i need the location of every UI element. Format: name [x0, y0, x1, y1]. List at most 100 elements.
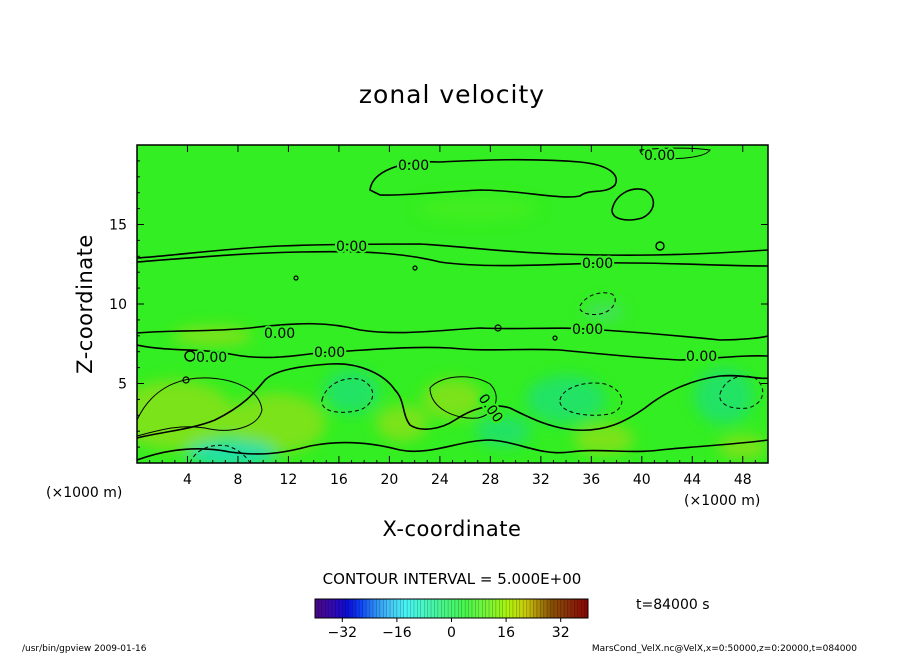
- contour-line: [182, 376, 190, 384]
- colorbar-cell: [475, 599, 480, 618]
- x-axis-label: X-coordinate: [383, 517, 522, 541]
- contour-label: 0.00: [686, 349, 717, 365]
- contour-label: 0.00: [644, 148, 675, 164]
- colorbar-cell: [451, 599, 456, 618]
- colorbar-cell: [359, 599, 364, 618]
- colorbar-cell: [386, 599, 391, 618]
- field-shade: [417, 196, 538, 221]
- colorbar-cell: [454, 599, 459, 618]
- colorbar-cell: [444, 599, 449, 618]
- contour-line: [552, 335, 558, 341]
- colorbar-cell: [482, 599, 486, 618]
- colorbar-cell: [547, 599, 551, 618]
- colorbar-cell: [342, 599, 347, 618]
- contour-line: [189, 444, 251, 463]
- contour-line: [137, 322, 768, 341]
- colorbar-cell: [458, 599, 463, 618]
- field-shade: [225, 393, 326, 454]
- contour-line: [429, 376, 497, 419]
- colorbar-cell: [529, 599, 534, 618]
- contour-line: [184, 350, 196, 362]
- colorbar-cell: [352, 599, 357, 618]
- colorbar-cell: [536, 599, 541, 618]
- colorbar-cell: [533, 599, 538, 618]
- colorbar-cell: [468, 599, 473, 618]
- y-tick-label: 10: [109, 297, 127, 313]
- field-shade: [137, 380, 235, 451]
- colorbar-cell: [315, 599, 319, 618]
- x-tick-label: 28: [481, 472, 499, 488]
- y-tick-label: 15: [109, 218, 127, 234]
- colorbar-cell: [332, 599, 336, 618]
- contour-line: [412, 265, 418, 271]
- contour-label: 0.00: [572, 322, 603, 338]
- contour-line: [137, 243, 768, 259]
- field-shade: [693, 368, 754, 425]
- contour-label: 0.00: [398, 158, 429, 174]
- x-tick-label: 24: [431, 472, 449, 488]
- colorbar-cell: [567, 599, 572, 618]
- contour-line: [321, 378, 374, 413]
- field-shade: [583, 301, 624, 322]
- contour-line: [719, 375, 764, 409]
- contour-lines: [137, 147, 768, 463]
- colorbar-cell: [526, 599, 531, 618]
- colorbar-cell: [560, 599, 565, 618]
- field-shade: [376, 405, 429, 442]
- contour-label: 0.00: [314, 345, 345, 361]
- colorbar-cell: [557, 599, 561, 618]
- colorbar-cell: [553, 599, 558, 618]
- contour-line: [293, 275, 299, 281]
- colorbar-cell: [366, 599, 370, 618]
- colorbar-cell: [407, 599, 411, 618]
- colorbar-cell: [362, 599, 367, 618]
- colorbar-tick-label: −32: [328, 625, 358, 641]
- colorbar-cell: [465, 599, 469, 618]
- colorbar-tick-label: −16: [382, 625, 412, 641]
- colorbar-cell: [318, 599, 323, 618]
- colorbar-cell: [403, 599, 408, 618]
- colorbar-cell: [379, 599, 384, 618]
- colorbar-cells: [314, 599, 589, 618]
- field-shade: [323, 369, 380, 414]
- field-shade: [526, 375, 607, 424]
- contour-line: [655, 241, 665, 251]
- colorbar-cell: [540, 599, 544, 618]
- colorbar-cell: [441, 599, 445, 618]
- colorbar-cell: [325, 599, 329, 618]
- y-axis-label: Z-coordinate: [73, 234, 97, 374]
- colorbar-cell: [577, 599, 582, 618]
- colorbar-cell: [584, 599, 589, 618]
- y-axis-unit: (×1000 m): [684, 493, 760, 509]
- colorbar-cell: [448, 599, 452, 618]
- time-text: t=84000 s: [636, 597, 710, 613]
- contour-interval-text: CONTOUR INTERVAL = 5.000E+00: [323, 570, 582, 588]
- colorbar-cell: [393, 599, 398, 618]
- colorbar-cell: [485, 599, 490, 618]
- field-shade: [717, 435, 768, 460]
- colorbar-ticks: −32 −16 0 16 32: [328, 618, 570, 641]
- colorbar-tick-label: 0: [447, 625, 456, 641]
- field-shade: [186, 439, 277, 463]
- y-axis: 5 10 15: [109, 160, 768, 448]
- colorbar-cell: [349, 599, 353, 618]
- colorbar-cell: [509, 599, 514, 618]
- colorbar-cell: [516, 599, 521, 618]
- colorbar-tick-label: 32: [552, 625, 570, 641]
- contour-label: 0.00: [196, 350, 227, 366]
- contour-line: [137, 250, 768, 267]
- colorbar-cell: [543, 599, 548, 618]
- colorbar-cell: [564, 599, 568, 618]
- plot-area: 0.00 0.00 0.00 0.00 0.00 0.00 0.00 0.00 …: [109, 144, 769, 488]
- colorbar-cell: [499, 599, 503, 618]
- colorbar-cell: [502, 599, 507, 618]
- colorbar-cell: [492, 599, 497, 618]
- colorbar-cell: [471, 599, 476, 618]
- x-axis-unit-left: (×1000 m): [46, 485, 122, 501]
- x-tick-label: 16: [330, 472, 348, 488]
- colorbar-cell: [478, 599, 483, 618]
- x-tick-label: 12: [280, 472, 298, 488]
- x-tick-label: 20: [380, 472, 398, 488]
- colorbar-cell: [373, 599, 377, 618]
- field-shade: [474, 415, 531, 448]
